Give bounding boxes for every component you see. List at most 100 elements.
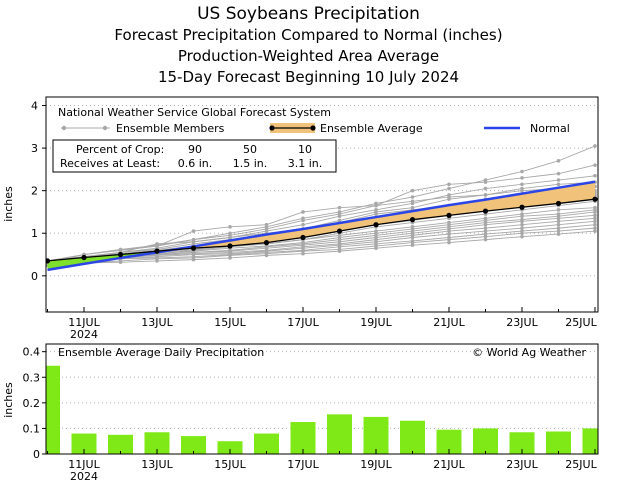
x-tick-year: 2024	[70, 328, 98, 341]
ensemble-member-point	[593, 144, 597, 148]
bottom-y-tick-label: 0.1	[23, 422, 41, 435]
ensemble-member-point	[556, 226, 561, 230]
ensemble-member-point	[483, 186, 488, 191]
ensemble-average-point	[592, 196, 598, 202]
ensemble-average-point	[409, 217, 416, 223]
ensemble-member-point	[556, 216, 561, 221]
ensemble-member-point	[410, 243, 415, 247]
daily-precip-bar	[546, 431, 571, 454]
ensemble-member-line	[47, 224, 596, 264]
ensemble-member-point	[593, 219, 597, 224]
ensemble-member-line	[47, 217, 596, 264]
normal-line	[47, 180, 596, 272]
ensemble-member-point	[191, 229, 196, 233]
ensemble-member-point	[447, 240, 451, 245]
bottom-legend-title: Ensemble Average Daily Precipitation	[58, 346, 264, 359]
crop-row2-value-90: 0.6 in.	[178, 157, 213, 170]
x-tick-label: 13JUL	[141, 458, 173, 471]
ensemble-member-point	[520, 219, 524, 224]
ensemble-average-point	[300, 234, 306, 241]
daily-bars-group	[46, 365, 598, 454]
ensemble-member-point	[301, 251, 305, 256]
ensemble-average-line	[47, 198, 596, 262]
top-y-tick-label: 0	[31, 270, 38, 283]
ensemble-member-point	[374, 246, 378, 250]
top-y-tick-label: 4	[31, 100, 38, 113]
legend-average-label: Ensemble Average	[320, 122, 423, 135]
ensemble-member-line	[47, 164, 596, 262]
x-tick-label: 21JUL	[433, 458, 465, 471]
ensemble-member-point	[191, 257, 196, 262]
bottom-y-tick-label: 0.4	[23, 346, 41, 359]
ensemble-average-point	[154, 248, 160, 254]
ensemble-member-point	[556, 178, 561, 182]
ensemble-member-point	[520, 222, 524, 227]
ensemble-member-point	[483, 180, 488, 184]
ensemble-member-point	[447, 232, 451, 236]
x-tick-label: 19JUL	[360, 316, 392, 329]
ensemble-member-point	[118, 260, 123, 264]
bottom-y-axis-label: inches	[2, 382, 15, 418]
daily-precip-bar	[473, 428, 498, 454]
ensemble-member-point	[447, 237, 451, 242]
ensemble-band-segment	[449, 199, 486, 216]
ensemble-average-point	[190, 245, 197, 251]
ensemble-band-segment	[303, 223, 340, 238]
top-y-tick-label: 3	[31, 142, 38, 155]
legend-average-sample	[269, 123, 316, 133]
legend-members-sample	[61, 125, 110, 131]
daily-precip-bar	[181, 436, 206, 454]
ensemble-band-segment	[376, 211, 413, 225]
ensemble-member-point	[410, 240, 415, 245]
ensemble-member-point	[593, 216, 597, 221]
ensemble-member-point	[483, 229, 488, 233]
ensemble-member-point	[447, 182, 451, 187]
ensemble-member-point	[447, 229, 451, 233]
x-tick-label: 11JUL	[68, 458, 100, 471]
x-tick-label: 19JUL	[360, 458, 392, 471]
crop-row1-label: Percent of Crop:	[76, 143, 164, 156]
ensemble-member-point	[410, 188, 415, 193]
ensemble-member-point	[191, 239, 196, 244]
ensemble-member-point	[593, 173, 597, 178]
chart-subtitle-2: Production-Weighted Area Average	[177, 47, 440, 65]
chart-titles: US Soybeans Precipitation Forecast Preci…	[0, 4, 617, 88]
ensemble-member-point	[593, 163, 597, 167]
ensemble-member-point	[520, 234, 524, 239]
ensemble-band-segment	[266, 228, 303, 243]
daily-precip-bar	[71, 433, 97, 454]
ensemble-member-point	[556, 208, 561, 212]
x-tick-label: 17JUL	[287, 458, 319, 471]
daily-precip-bar	[217, 441, 243, 454]
daily-precip-bar	[254, 433, 279, 454]
ensemble-member-point	[447, 186, 451, 191]
daily-precip-bar	[582, 428, 598, 454]
bottom-plot-area	[46, 344, 598, 454]
normal-line-group	[47, 180, 596, 272]
ensemble-member-point	[374, 212, 378, 216]
ensemble-member-point	[483, 234, 488, 239]
chart-subtitle-3: 15-Day Forecast Beginning 10 July 2024	[157, 68, 460, 86]
ensemble-member-point	[520, 188, 524, 193]
ensemble-average-point	[482, 208, 489, 214]
crop-row1-value-10: 10	[298, 143, 312, 156]
top-y-ticks: 0 1 2 3 4	[31, 100, 46, 283]
ensemble-member-point	[337, 214, 342, 219]
x-tick-label: 13JUL	[141, 316, 173, 329]
ensemble-member-point	[556, 171, 561, 176]
ensemble-member-point	[593, 222, 597, 227]
legend-normal-label: Normal	[530, 122, 570, 135]
ensemble-member-point	[556, 159, 561, 163]
crop-row1-value-50: 50	[243, 143, 257, 156]
ensemble-member-point	[228, 225, 232, 229]
bottom-y-tick-label: 0	[33, 448, 40, 461]
x-tick-label: 25JUL	[565, 316, 597, 329]
legend-title: National Weather Service Global Forecast…	[58, 106, 331, 119]
x-tick-year: 2024	[70, 470, 98, 482]
ensemble-member-point	[228, 253, 232, 258]
top-legend: National Weather Service Global Forecast…	[52, 106, 570, 173]
